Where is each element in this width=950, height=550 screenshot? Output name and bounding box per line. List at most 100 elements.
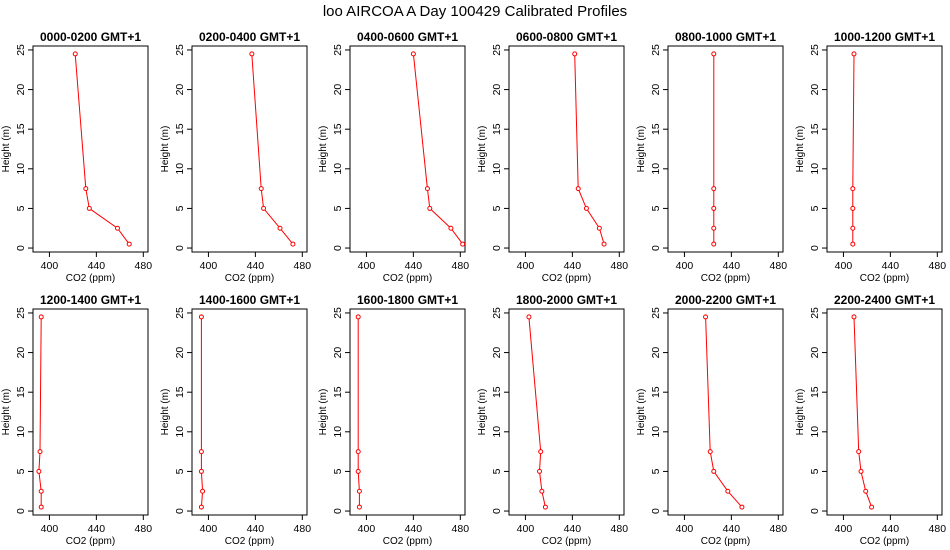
profile-panel-4: 0600-0800 GMT+1 0 5 10 15 20 25 Height (m) 400 44… (477, 30, 628, 284)
y-tick-label: 20 (809, 347, 821, 359)
panel-title: 0000-0200 GMT+1 (40, 30, 141, 44)
panel-title: 0400-0600 GMT+1 (357, 30, 458, 44)
panel-title: 1600-1800 GMT+1 (357, 293, 458, 307)
y-tick-label: 20 (650, 84, 662, 96)
panel-title: 2200-2400 GMT+1 (834, 293, 935, 307)
y-tick-label: 0 (491, 245, 503, 251)
plot-frame (32, 45, 149, 253)
profile-panel-1: 0000-0200 GMT+1 0 5 10 15 20 25 Height (m) 400 44… (1, 30, 152, 284)
y-axis-label: Height (m) (318, 126, 329, 173)
profile-point (424, 186, 430, 192)
y-tick-label: 20 (15, 347, 27, 359)
y-axis-label: Height (m) (477, 389, 488, 436)
y-tick-label: 15 (332, 123, 344, 135)
panel-title: 1000-1200 GMT+1 (834, 30, 935, 44)
y-tick-label: 5 (650, 205, 662, 211)
y-tick-label: 10 (332, 163, 344, 175)
y-tick-label: 0 (809, 508, 821, 514)
y-tick-label: 25 (809, 307, 821, 319)
x-tick-label: 440 (247, 523, 265, 535)
y-tick-label: 25 (332, 44, 344, 56)
y-tick-label: 20 (809, 84, 821, 96)
x-tick-label: 480 (294, 523, 312, 535)
y-tick-label: 0 (491, 508, 503, 514)
y-tick-label: 0 (650, 508, 662, 514)
y-tick-label: 15 (650, 386, 662, 398)
plot-frame (191, 45, 308, 253)
y-tick-label: 5 (332, 468, 344, 474)
profile-point (86, 205, 92, 211)
y-tick-label: 15 (15, 386, 27, 398)
y-axis-label: Height (m) (795, 389, 806, 436)
profile-point (355, 468, 361, 474)
y-tick-label: 20 (15, 84, 27, 96)
x-axis-label: CO2 (ppm) (542, 536, 591, 547)
y-tick-label: 10 (174, 163, 186, 175)
y-tick-label: 25 (650, 44, 662, 56)
x-tick-label: 480 (929, 523, 947, 535)
x-tick-label: 400 (41, 523, 59, 535)
y-tick-label: 15 (650, 123, 662, 135)
y-tick-label: 5 (809, 468, 821, 474)
x-axis-label: CO2 (ppm) (860, 273, 909, 284)
profile-point (198, 449, 204, 455)
y-tick-label: 20 (332, 84, 344, 96)
panel-title: 1200-1400 GMT+1 (40, 293, 141, 307)
profile-line (705, 316, 743, 508)
profile-point (290, 241, 296, 247)
profile-line (574, 53, 605, 245)
profile-point (198, 314, 204, 320)
profile-point (37, 449, 43, 455)
x-tick-label: 480 (611, 523, 629, 535)
y-tick-label: 10 (15, 163, 27, 175)
profile-panel-8: 1400-1600 GMT+1 0 5 10 15 20 25 Height (m) 400 44… (160, 293, 311, 547)
profile-point (711, 468, 717, 474)
profile-point (410, 51, 416, 57)
profile-panel-2: 0200-0400 GMT+1 0 5 10 15 20 25 Height (m) 400 44… (160, 30, 311, 284)
y-axis-label: Height (m) (160, 126, 171, 173)
profile-point (126, 241, 132, 247)
profile-point (83, 186, 89, 192)
profile-point (198, 468, 204, 474)
x-axis-label: CO2 (ppm) (860, 536, 909, 547)
profile-point (711, 186, 717, 192)
profile-point (427, 205, 433, 211)
y-axis-label: Height (m) (795, 126, 806, 173)
x-tick-label: 480 (929, 260, 947, 272)
panel-title: 0800-1000 GMT+1 (675, 30, 776, 44)
profile-point (850, 241, 856, 247)
plot-frame (508, 308, 625, 516)
y-tick-label: 5 (15, 205, 27, 211)
profile-point (869, 504, 875, 510)
y-tick-label: 10 (332, 426, 344, 438)
profile-point (355, 314, 361, 320)
x-tick-label: 400 (200, 523, 218, 535)
x-tick-label: 400 (358, 260, 376, 272)
y-tick-label: 20 (491, 84, 503, 96)
x-tick-label: 400 (835, 260, 853, 272)
x-tick-label: 440 (564, 260, 582, 272)
plot-frame (191, 308, 308, 516)
profile-point (526, 314, 532, 320)
plot-frame (826, 308, 943, 516)
y-tick-label: 5 (174, 468, 186, 474)
y-tick-label: 15 (174, 123, 186, 135)
y-tick-label: 10 (491, 426, 503, 438)
figure-title: loo AIRCOA A Day 100429 Calibrated Profi… (323, 3, 627, 20)
y-tick-label: 25 (491, 44, 503, 56)
x-tick-label: 400 (517, 523, 535, 535)
x-axis-label: CO2 (ppm) (542, 273, 591, 284)
panel-title: 0600-0800 GMT+1 (516, 30, 617, 44)
profile-point (863, 488, 869, 494)
y-tick-label: 0 (650, 245, 662, 251)
profile-point (707, 449, 713, 455)
y-tick-label: 10 (491, 163, 503, 175)
profile-point (114, 225, 120, 231)
profile-point (460, 241, 466, 247)
y-tick-label: 5 (650, 468, 662, 474)
y-axis-label: Height (m) (1, 389, 12, 436)
x-tick-label: 440 (882, 260, 900, 272)
profile-point (850, 186, 856, 192)
x-tick-label: 480 (770, 260, 788, 272)
x-axis-label: CO2 (ppm) (701, 273, 750, 284)
